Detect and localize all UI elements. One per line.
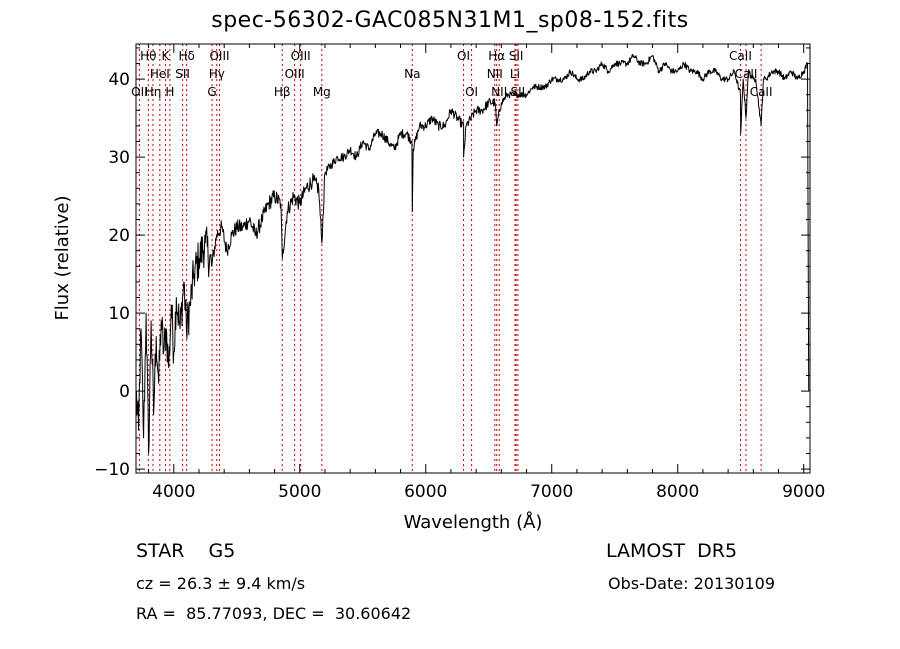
line-marker-label-25: CaII [735,67,758,81]
y-tick-label-3: 20 [108,226,130,246]
x-tick-label-4: 8000 [656,482,699,502]
line-marker-label-14: Mg [313,85,331,99]
line-marker-label-4: K [162,49,171,63]
x-tick-label-0: 4000 [152,482,195,502]
spectrum-line-0 [135,53,810,454]
line-marker-label-23: SII [510,85,525,99]
line-marker-label-18: NII [487,67,503,81]
line-marker-label-15: Na [404,67,420,81]
line-marker-label-0: OII [131,85,148,99]
y-axis-label: Flux (relative) [52,195,73,320]
sky-coordinates: RA = 85.77093, DEC = 30.60642 [136,604,412,623]
line-marker-label-12: OIII [285,67,305,81]
x-axis-label: Wavelength (Å) [404,511,543,533]
line-marker-label-9: Hγ [209,67,225,81]
x-tick-label-5: 9000 [782,482,825,502]
line-marker-label-22: SII [509,49,524,63]
line-marker-label-2: Hη [145,85,162,99]
y-tick-label-1: 0 [119,382,130,402]
line-label-layer: OIIHθHηHeIKHSIIHδGHγOIIIHβOIIIOIIIMgNaOI… [131,49,772,99]
x-tick-label-2: 6000 [404,482,447,502]
line-marker-label-3: HeI [150,67,170,81]
object-class: STAR G5 [136,540,236,562]
y-tick-label-4: 30 [108,148,130,168]
line-marker-label-26: CaII [750,85,773,99]
line-marker-label-13: OIII [291,49,311,63]
axes-layer: 4000 5000 6000 7000 8000 9000 −10 0 10 20 30 40 [94,43,825,502]
line-marker-label-7: Hδ [178,49,194,63]
line-marker-label-21: Li [510,67,520,81]
line-marker-label-17: OI [465,85,478,99]
spectrum-series-layer [135,53,810,454]
line-marker-label-8: G [207,85,216,99]
y-tick-label-0: −10 [94,460,130,480]
line-marker-label-10: OIII [209,49,229,63]
line-marker-label-1: Hθ [140,49,156,63]
y-tick-label-5: 40 [108,70,130,90]
chart-title: spec-56302-GAC085N31M1_sp08-152.fits [211,8,689,33]
redshift-value: cz = 26.3 ± 9.4 km/s [136,574,306,593]
line-marker-layer [138,44,762,473]
line-marker-label-16: OI [457,49,470,63]
line-marker-label-6: SII [175,67,190,81]
line-marker-label-19: Hα [488,49,505,63]
x-tick-label-1: 5000 [278,482,321,502]
plot-frame [135,43,811,474]
line-marker-label-11: Hβ [274,85,291,99]
line-marker-label-20: NII [491,85,507,99]
line-marker-label-24: CaII [729,49,752,63]
y-tick-label-2: 10 [108,304,130,324]
survey-name: LAMOST DR5 [606,540,738,562]
observation-date: Obs-Date: 20130109 [608,574,776,593]
line-marker-label-5: H [165,85,174,99]
x-tick-label-3: 7000 [530,482,573,502]
